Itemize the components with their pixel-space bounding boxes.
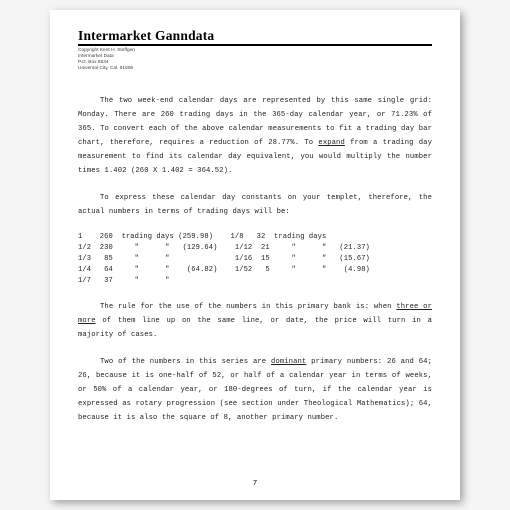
city-line: Universal City, Cal. 91608	[78, 66, 432, 72]
p1-underline: expand	[318, 139, 344, 147]
p4-text-a: Two of the numbers in this series are	[100, 358, 271, 366]
page-number: 7	[50, 480, 460, 488]
conversion-table: 1 260 trading days (259.98) 1/8 32 tradi…	[78, 232, 432, 287]
p4-underline: dominant	[271, 358, 306, 366]
document-page: Intermarket Ganndata Copyright Kent H. S…	[50, 10, 460, 500]
p4-text-b: primary numbers: 26 and 64; 26, because …	[78, 358, 432, 422]
p3-text-a: The rule for the use of the numbers in t…	[100, 303, 396, 311]
paragraph-3: The rule for the use of the numbers in t…	[78, 300, 432, 342]
paragraph-4: Two of the numbers in this series are do…	[78, 355, 432, 425]
body-text: The two week-end calendar days are repre…	[78, 94, 432, 425]
letterhead-sub: Copyright Kent H. Steffgen Intermarket D…	[78, 48, 432, 72]
paragraph-2: To express these calendar day constants …	[78, 191, 432, 219]
letterhead-title: Intermarket Ganndata	[78, 28, 432, 46]
p3-text-b: of them line up on the same line, or dat…	[78, 317, 432, 339]
paragraph-1: The two week-end calendar days are repre…	[78, 94, 432, 178]
